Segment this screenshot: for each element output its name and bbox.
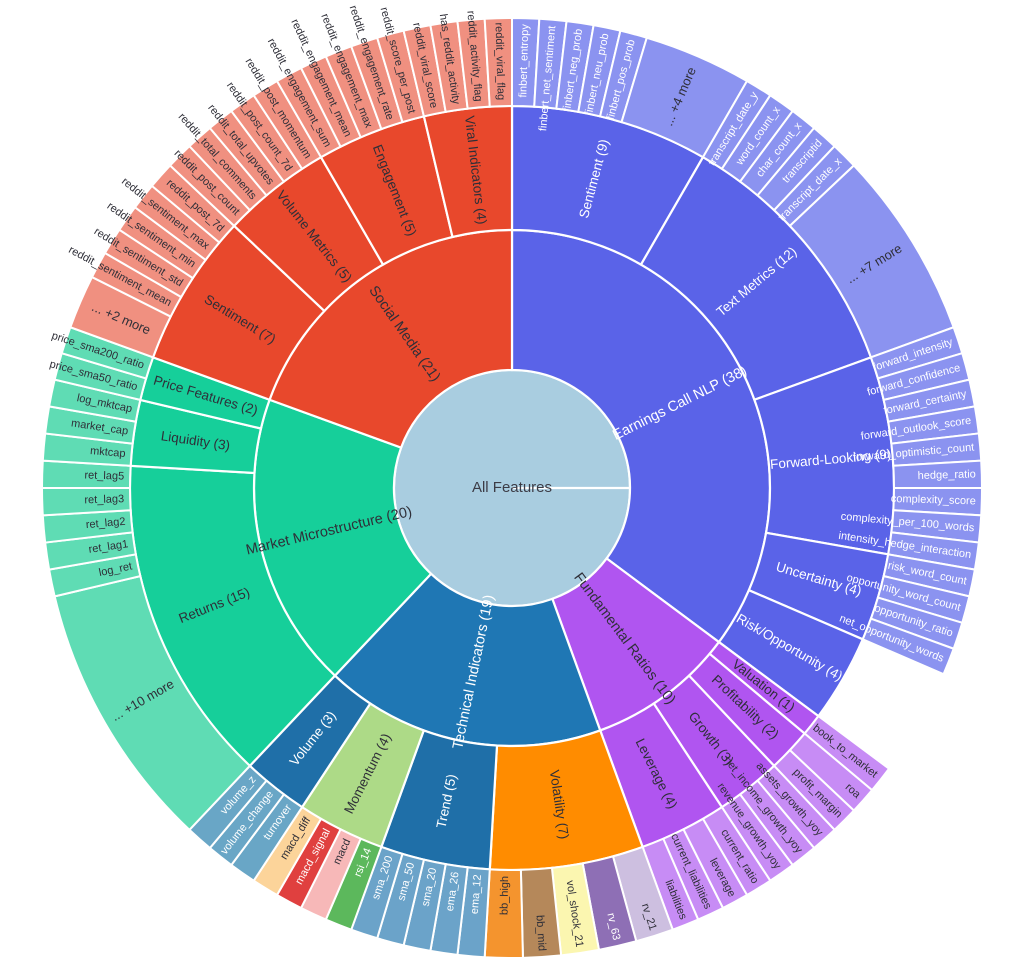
segment-group <box>40 16 984 959</box>
leaf-label-bb_high: bb_high <box>498 876 511 915</box>
leaf-label-reddit_viral_flag: reddit_viral_flag <box>493 22 507 100</box>
leaf-label-finbert_entropy: finbert_entropy <box>517 24 531 98</box>
leaf-label-ret_lag3: ret_lag3 <box>84 493 124 506</box>
leaf-label-ret_lag1: ret_lag1 <box>88 538 129 556</box>
leaf-label-hedge_ratio: hedge_ratio <box>918 468 976 482</box>
leaf-label-ema_12: ema_12 <box>469 874 484 915</box>
leaf-label-ema_26: ema_26 <box>444 871 462 912</box>
leaf-label-complexity_score: complexity_score <box>891 493 976 507</box>
leaf-label-bb_mid: bb_mid <box>533 915 547 952</box>
leaf-label-mktcap: mktcap <box>90 445 126 460</box>
leaf-label-ret_lag2: ret_lag2 <box>85 516 126 531</box>
leaf-reddit_viral_flag[interactable] <box>483 16 513 108</box>
center-label: All Features <box>472 479 552 496</box>
leaf-label-ret_lag5: ret_lag5 <box>84 469 124 482</box>
